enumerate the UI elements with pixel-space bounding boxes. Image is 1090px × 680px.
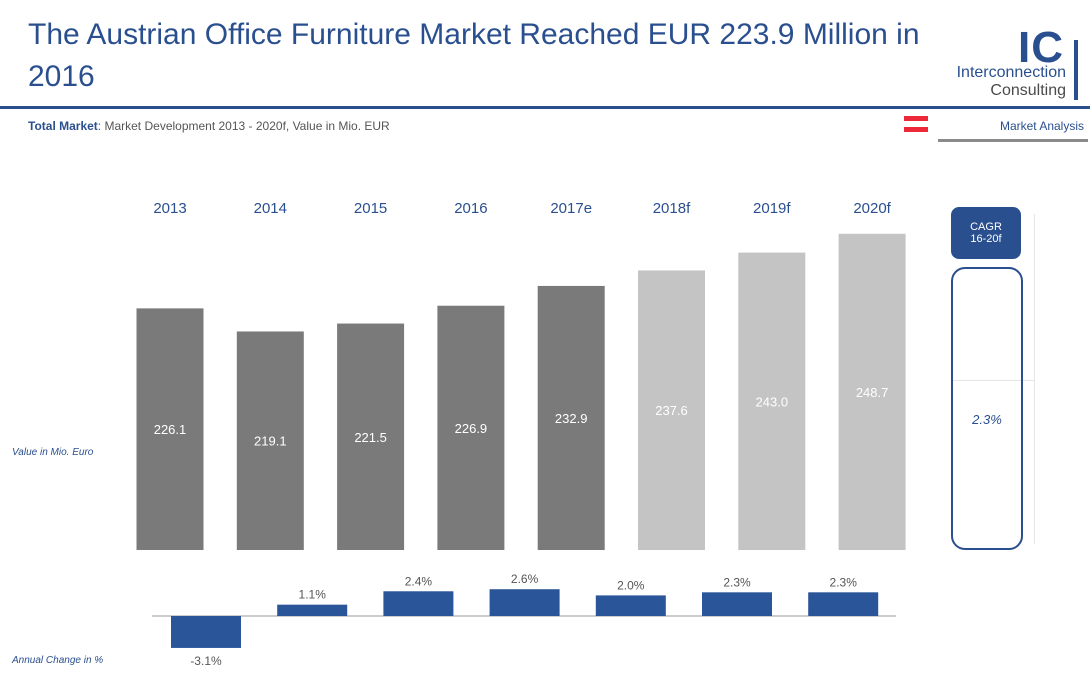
austria-flag-icon	[904, 116, 928, 132]
change-bar	[171, 616, 241, 648]
market-analysis-rule	[938, 139, 1088, 142]
change-label: -3.1%	[190, 654, 222, 668]
year-label: 2015	[354, 200, 387, 217]
change-label: 2.6%	[511, 572, 539, 586]
value-bar	[236, 331, 304, 550]
change-bar	[595, 595, 666, 616]
change-bar	[808, 592, 879, 616]
year-label: 2016	[454, 200, 487, 217]
value-axis-label: Value in Mio. Euro	[12, 447, 94, 458]
cagr-guide-line	[1034, 214, 1035, 544]
year-label: 2017e	[550, 200, 592, 217]
logo-bar	[1074, 40, 1078, 100]
subtitle-bold: Total Market	[28, 119, 98, 133]
cagr-value: 2.3%	[972, 412, 1002, 427]
change-label: 1.1%	[299, 588, 327, 602]
change-axis-label: Annual Change in %	[12, 655, 104, 666]
flag-stripe-top	[904, 116, 928, 122]
cagr-box	[951, 267, 1023, 550]
value-label: 232.9	[555, 411, 588, 426]
value-label: 226.1	[154, 422, 187, 437]
chart-subtitle: Total Market: Market Development 2013 - …	[28, 119, 390, 133]
year-label: 2019f	[753, 200, 791, 217]
change-bar	[489, 589, 560, 616]
header-rule	[0, 106, 1090, 109]
year-label: 2020f	[853, 200, 891, 217]
market-analysis-label: Market Analysis	[999, 119, 1084, 133]
value-label: 248.7	[856, 385, 889, 400]
subtitle-rest: : Market Development 2013 - 2020f, Value…	[97, 119, 390, 133]
value-label: 226.9	[455, 421, 488, 436]
change-label: 2.3%	[830, 575, 858, 589]
change-label: 2.4%	[405, 574, 433, 588]
logo-line1: Interconnection	[956, 64, 1066, 81]
cagr-divider	[951, 380, 1035, 381]
flag-stripe-middle	[904, 121, 928, 127]
value-label: 221.5	[354, 430, 387, 445]
page-title: The Austrian Office Furniture Market Rea…	[28, 18, 920, 93]
change-label: 2.3%	[723, 575, 751, 589]
flag-stripe-bottom	[904, 126, 928, 132]
change-bar	[702, 592, 772, 616]
cagr-header-line2: 16-20f	[970, 233, 1002, 245]
cagr-header-line1: CAGR	[970, 221, 1002, 233]
cagr-header: CAGR 16-20f	[951, 207, 1021, 259]
market-chart: 2013 226.1 2014 219.1 2015 221.5 2016 226.9 2017…	[136, 200, 906, 668]
change-bar	[277, 604, 348, 616]
value-bar	[337, 323, 405, 550]
change-bar	[383, 591, 454, 616]
value-bar	[437, 305, 505, 550]
change-label: 2.0%	[617, 578, 645, 592]
year-label: 2013	[153, 200, 186, 217]
logo-mark: IC	[1018, 23, 1064, 72]
value-label: 219.1	[254, 434, 287, 449]
value-bar	[638, 270, 705, 550]
value-label: 237.6	[655, 403, 688, 418]
year-label: 2014	[254, 200, 287, 217]
value-bar	[537, 285, 605, 550]
value-bar	[738, 252, 806, 550]
value-bar	[136, 308, 204, 550]
year-label: 2018f	[653, 200, 691, 217]
value-label: 243.0	[756, 394, 789, 409]
value-bar	[838, 233, 906, 551]
logo-line2: Consulting	[990, 82, 1066, 99]
